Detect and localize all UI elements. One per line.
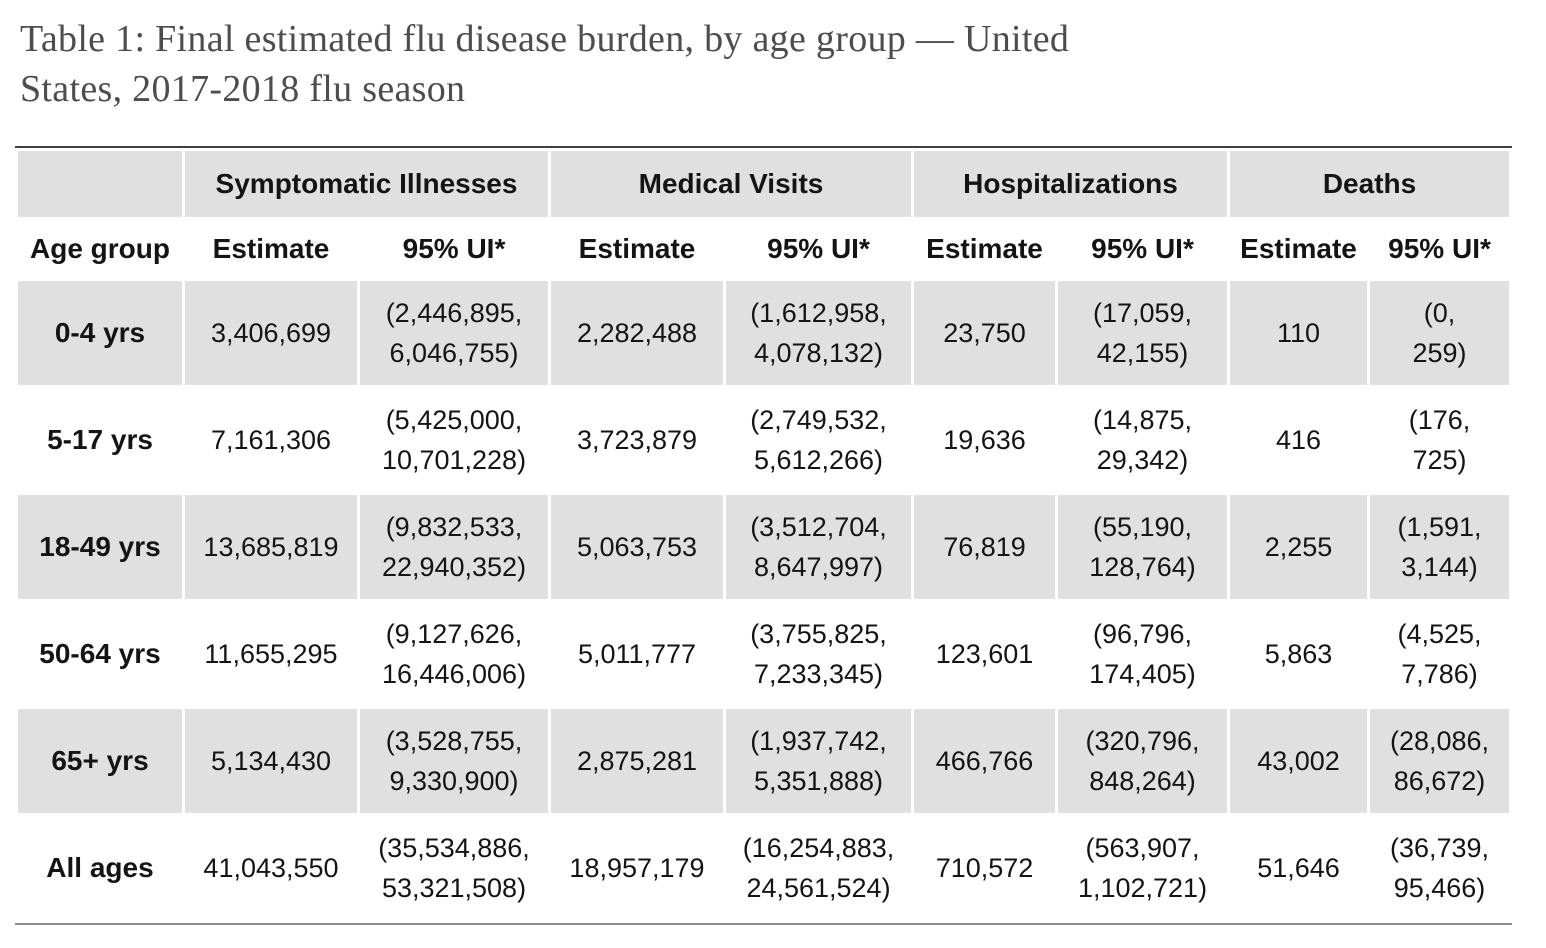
- estimate-cell: 2,255: [1230, 495, 1368, 600]
- estimate-cell: 3,723,879: [551, 388, 723, 493]
- estimate-cell: 41,043,550: [185, 816, 357, 921]
- ui-cell: (1,591, 3,144): [1370, 495, 1510, 600]
- estimate-cell: 5,063,753: [551, 495, 723, 600]
- ui-cell: (563,907, 1,102,721): [1058, 816, 1228, 921]
- flu-burden-table: Symptomatic Illnesses Medical Visits Hos…: [15, 146, 1513, 926]
- page-title-line2: States, 2017-2018 flu season: [20, 68, 466, 111]
- estimate-cell: 2,282,488: [551, 281, 723, 386]
- page-title-line1: Table 1: Final estimated flu disease bur…: [20, 18, 1070, 60]
- age-group-cell: All ages: [18, 816, 182, 921]
- ui-cell: (9,127,626, 16,446,006): [360, 602, 548, 707]
- estimate-cell: 5,011,777: [551, 602, 723, 707]
- col-header-estimate-hospitalizations: Estimate: [914, 220, 1055, 279]
- col-header-estimate-deaths: Estimate: [1230, 220, 1368, 279]
- estimate-cell: 11,655,295: [185, 602, 357, 707]
- table-row-50-64-yrs: 50-64 yrs 11,655,295 (9,127,626, 16,446,…: [18, 602, 1510, 707]
- group-header-hospitalizations: Hospitalizations: [914, 151, 1228, 218]
- estimate-cell: 13,685,819: [185, 495, 357, 600]
- age-group-cell: 0-4 yrs: [18, 281, 182, 386]
- ui-cell: (17,059, 42,155): [1058, 281, 1228, 386]
- col-header-ui-medical: 95% UI*: [726, 220, 911, 279]
- ui-cell: (16,254,883, 24,561,524): [726, 816, 911, 921]
- ui-cell: (28,086, 86,672): [1370, 709, 1510, 814]
- col-header-ui-hospitalizations: 95% UI*: [1058, 220, 1228, 279]
- ui-cell: (176, 725): [1370, 388, 1510, 493]
- group-header-deaths: Deaths: [1230, 151, 1510, 218]
- ui-cell: (2,446,895, 6,046,755): [360, 281, 548, 386]
- age-group-cell: 5-17 yrs: [18, 388, 182, 493]
- col-header-ui-symptomatic: 95% UI*: [360, 220, 548, 279]
- ui-cell: (320,796, 848,264): [1058, 709, 1228, 814]
- ui-cell: (4,525, 7,786): [1370, 602, 1510, 707]
- estimate-cell: 2,875,281: [551, 709, 723, 814]
- ui-cell: (1,937,742, 5,351,888): [726, 709, 911, 814]
- ui-cell: (35,534,886, 53,321,508): [360, 816, 548, 921]
- ui-cell: (55,190, 128,764): [1058, 495, 1228, 600]
- estimate-cell: 466,766: [914, 709, 1055, 814]
- ui-cell: (96,796, 174,405): [1058, 602, 1228, 707]
- estimate-cell: 5,863: [1230, 602, 1368, 707]
- table-row-all-ages: All ages 41,043,550 (35,534,886, 53,321,…: [18, 816, 1510, 921]
- group-header-medical-visits: Medical Visits: [551, 151, 911, 218]
- group-header-row: Symptomatic Illnesses Medical Visits Hos…: [18, 151, 1510, 218]
- estimate-cell: 710,572: [914, 816, 1055, 921]
- ui-cell: (3,755,825, 7,233,345): [726, 602, 911, 707]
- ui-cell: (2,749,532, 5,612,266): [726, 388, 911, 493]
- age-group-cell: 50-64 yrs: [18, 602, 182, 707]
- estimate-cell: 76,819: [914, 495, 1055, 600]
- table-row-0-4-yrs: 0-4 yrs 3,406,699 (2,446,895, 6,046,755)…: [18, 281, 1510, 386]
- ui-cell: (5,425,000, 10,701,228): [360, 388, 548, 493]
- page-title: Table 1: Final estimated flu disease bur…: [20, 14, 1546, 114]
- ui-cell: (14,875, 29,342): [1058, 388, 1228, 493]
- ui-cell: (9,832,533, 22,940,352): [360, 495, 548, 600]
- ui-cell: (36,739, 95,466): [1370, 816, 1510, 921]
- col-header-ui-deaths: 95% UI*: [1370, 220, 1510, 279]
- ui-cell: (1,612,958, 4,078,132): [726, 281, 911, 386]
- estimate-cell: 110: [1230, 281, 1368, 386]
- group-header-symptomatic-illnesses: Symptomatic Illnesses: [185, 151, 548, 218]
- estimate-cell: 5,134,430: [185, 709, 357, 814]
- col-header-estimate-medical: Estimate: [551, 220, 723, 279]
- age-group-cell: 65+ yrs: [18, 709, 182, 814]
- estimate-cell: 123,601: [914, 602, 1055, 707]
- age-group-cell: 18-49 yrs: [18, 495, 182, 600]
- column-header-row: Age group Estimate 95% UI* Estimate 95% …: [18, 220, 1510, 279]
- col-header-age-group: Age group: [18, 220, 182, 279]
- estimate-cell: 23,750: [914, 281, 1055, 386]
- table-row-18-49-yrs: 18-49 yrs 13,685,819 (9,832,533, 22,940,…: [18, 495, 1510, 600]
- estimate-cell: 51,646: [1230, 816, 1368, 921]
- estimate-cell: 416: [1230, 388, 1368, 493]
- table-row-5-17-yrs: 5-17 yrs 7,161,306 (5,425,000, 10,701,22…: [18, 388, 1510, 493]
- table-row-65-plus-yrs: 65+ yrs 5,134,430 (3,528,755, 9,330,900)…: [18, 709, 1510, 814]
- ui-cell: (0, 259): [1370, 281, 1510, 386]
- estimate-cell: 19,636: [914, 388, 1055, 493]
- estimate-cell: 18,957,179: [551, 816, 723, 921]
- corner-cell: [18, 151, 182, 218]
- estimate-cell: 3,406,699: [185, 281, 357, 386]
- estimate-cell: 43,002: [1230, 709, 1368, 814]
- estimate-cell: 7,161,306: [185, 388, 357, 493]
- ui-cell: (3,528,755, 9,330,900): [360, 709, 548, 814]
- ui-cell: (3,512,704, 8,647,997): [726, 495, 911, 600]
- col-header-estimate-symptomatic: Estimate: [185, 220, 357, 279]
